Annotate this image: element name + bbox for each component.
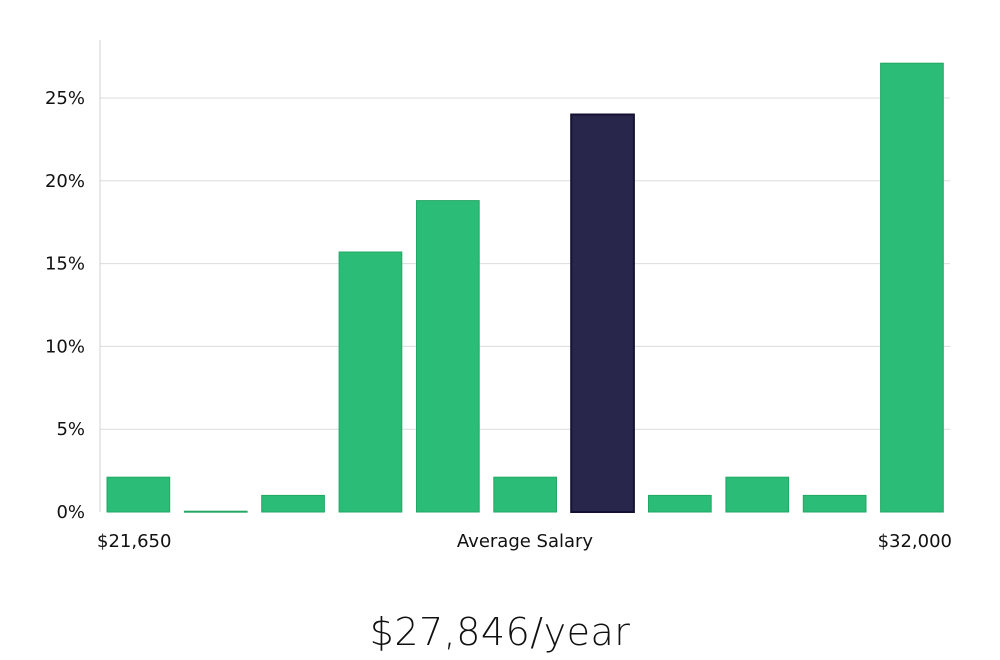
histogram-bar	[648, 494, 712, 513]
y-tick-label: 20%	[45, 171, 85, 192]
highlight-bar	[570, 113, 635, 513]
x-min-label: $21,650	[97, 531, 171, 552]
x-axis-title: Average Salary	[457, 531, 594, 552]
y-tick-labels: 0% 5% 10% 15% 20% 25%	[45, 88, 85, 523]
y-tick-label: 10%	[45, 336, 85, 357]
x-max-label: $32,000	[878, 531, 952, 552]
histogram-bar	[493, 476, 557, 513]
salary-histogram-chart: 0%5%10%15%20%25% $21,650 Average Salary …	[45, 40, 952, 552]
bars	[106, 62, 944, 513]
y-tick-label: 5%	[56, 419, 85, 440]
y-tick-label: 25%	[45, 88, 85, 109]
y-tick-label: 15%	[45, 254, 85, 275]
average-salary-figure: $27,846/year	[369, 610, 631, 654]
histogram-bar	[802, 494, 867, 513]
y-tick-label: 0%	[56, 502, 85, 523]
histogram-bar	[725, 476, 790, 513]
histogram-bar	[261, 494, 325, 513]
histogram-bar	[106, 476, 171, 513]
histogram-bar	[880, 62, 944, 513]
histogram-bar	[338, 251, 403, 513]
histogram-bar	[416, 200, 480, 513]
grid-lines	[100, 97, 950, 430]
histogram-bar	[183, 510, 248, 513]
